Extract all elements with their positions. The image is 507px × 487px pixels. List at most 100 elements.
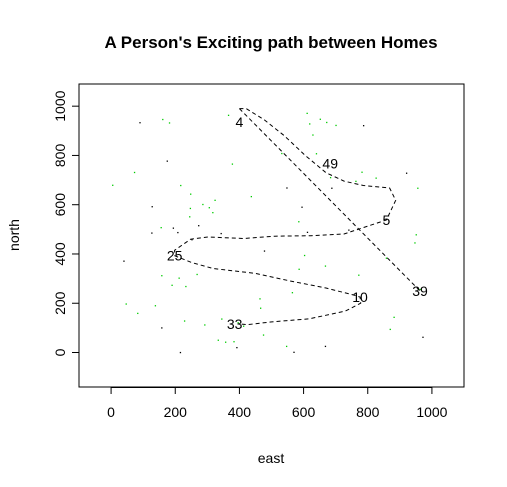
- direct-path: [239, 108, 421, 292]
- green-point: [306, 112, 308, 115]
- green-point: [242, 325, 245, 327]
- x-tick-label: 1000: [416, 404, 447, 420]
- green-point: [259, 298, 261, 300]
- black-point: [151, 232, 153, 234]
- green-point: [112, 184, 114, 186]
- x-axis-label: east: [258, 450, 285, 466]
- green-point: [189, 207, 192, 210]
- y-tick-label: 600: [52, 193, 68, 217]
- green-point: [185, 285, 187, 288]
- green-point: [233, 341, 235, 343]
- black-point: [179, 351, 182, 354]
- y-axis: 0 200 400 600 800 1000: [52, 90, 79, 356]
- green-point: [361, 171, 363, 173]
- green-point: [298, 268, 300, 270]
- home-label: 49: [322, 155, 338, 171]
- green-point: [162, 118, 164, 121]
- green-point: [259, 307, 262, 309]
- plot-frame: [78, 83, 465, 388]
- black-point: [177, 231, 179, 234]
- green-point: [324, 265, 327, 267]
- chart-title: A Person's Exciting path between Homes: [104, 33, 437, 52]
- green-point: [227, 114, 230, 116]
- green-point: [414, 242, 416, 244]
- home-label: 39: [412, 283, 428, 299]
- y-axis-label: north: [6, 219, 22, 251]
- green-point: [133, 171, 136, 174]
- green-point: [285, 345, 288, 348]
- green-point: [161, 275, 163, 277]
- black-point: [286, 187, 288, 189]
- green-point: [417, 187, 419, 189]
- green-point: [393, 316, 395, 318]
- black-point: [362, 125, 365, 127]
- green-point: [329, 177, 332, 179]
- green-point: [217, 339, 219, 341]
- black-point: [151, 206, 153, 208]
- green-point: [237, 322, 239, 324]
- label-layer: 4 49 5 25 39 10 33: [167, 114, 428, 332]
- y-tick-label: 800: [52, 144, 68, 168]
- black-point: [324, 345, 327, 348]
- y-tick-label: 0: [52, 348, 68, 356]
- black-point: [139, 122, 141, 124]
- green-point: [262, 334, 265, 336]
- green-point: [298, 221, 300, 223]
- green-point: [385, 257, 388, 259]
- x-tick-label: 200: [164, 404, 188, 420]
- green-point: [183, 320, 186, 322]
- green-point: [419, 288, 421, 291]
- green-point: [389, 328, 391, 331]
- black-point: [191, 239, 193, 241]
- green-point: [355, 180, 357, 183]
- green-point: [208, 207, 210, 209]
- green-point: [303, 254, 306, 257]
- green-point: [190, 193, 192, 195]
- green-point: [309, 123, 311, 125]
- green-point: [335, 124, 337, 127]
- black-point: [198, 225, 200, 227]
- green-point: [358, 274, 360, 276]
- black-point: [293, 351, 295, 353]
- green-point: [212, 211, 214, 214]
- x-tick-label: 600: [292, 404, 316, 420]
- home-label: 33: [227, 316, 243, 332]
- green-point: [291, 292, 294, 294]
- green-point: [178, 277, 180, 279]
- green-point: [221, 318, 223, 320]
- green-point: [125, 303, 127, 305]
- green-point: [196, 273, 198, 276]
- path-layer: [174, 108, 421, 326]
- green-point: [250, 195, 252, 198]
- green-point: [189, 216, 191, 218]
- x-tick-label: 800: [356, 404, 380, 420]
- points-layer: [112, 112, 424, 354]
- black-point: [348, 229, 350, 231]
- black-point: [306, 231, 309, 233]
- x-axis: 0 200 400 600 800 1000: [107, 387, 448, 420]
- black-point: [405, 172, 408, 174]
- black-point: [166, 160, 168, 162]
- y-tick-label: 1000: [52, 90, 68, 121]
- green-point: [214, 199, 216, 201]
- green-point: [154, 305, 157, 307]
- home-label: 10: [352, 289, 368, 305]
- black-point: [161, 327, 163, 329]
- black-point: [220, 232, 222, 235]
- green-point: [202, 203, 204, 206]
- green-point: [180, 184, 182, 187]
- black-point: [331, 187, 333, 189]
- green-point: [281, 152, 283, 155]
- black-point: [123, 260, 125, 262]
- black-point: [172, 227, 175, 229]
- green-point: [319, 118, 321, 120]
- green-point: [415, 234, 417, 236]
- green-point: [171, 284, 173, 286]
- green-point: [168, 122, 171, 124]
- x-tick-label: 0: [107, 404, 115, 420]
- green-point: [326, 121, 328, 124]
- x-tick-label: 400: [228, 404, 252, 420]
- black-point: [301, 206, 303, 208]
- home-label: 25: [167, 248, 183, 264]
- green-point: [225, 341, 227, 343]
